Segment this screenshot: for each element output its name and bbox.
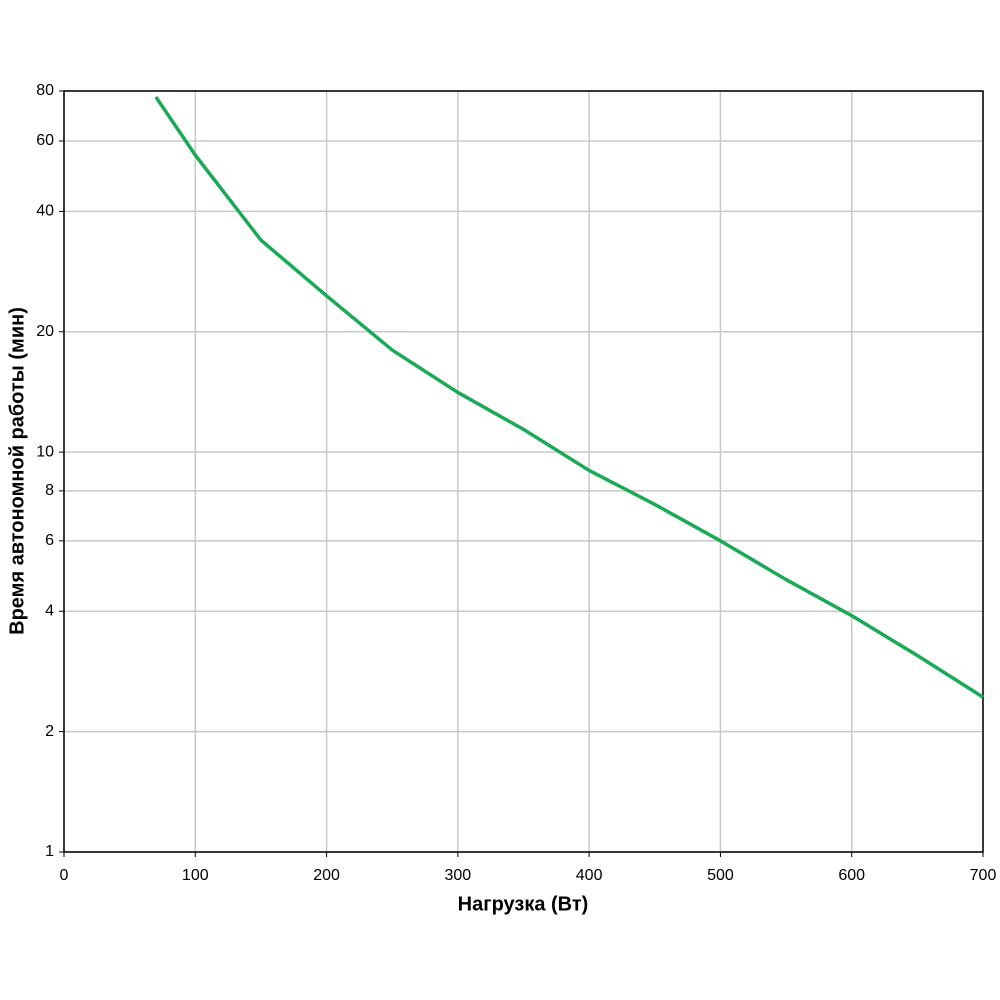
x-tick-label: 0 xyxy=(60,867,69,884)
x-tick-label: 100 xyxy=(182,867,209,884)
plot-frame xyxy=(63,90,984,853)
y-tick-label: 1 xyxy=(45,843,54,860)
y-tick-label: 2 xyxy=(45,723,54,740)
y-axis-title: Время автономной работы (мин) xyxy=(6,307,28,635)
plot-area xyxy=(64,91,983,852)
y-tick-label: 8 xyxy=(45,482,54,499)
y-tick-label: 10 xyxy=(36,443,54,460)
x-tick-label: 400 xyxy=(576,867,603,884)
y-tick-label: 40 xyxy=(36,203,54,220)
y-tick-label: 60 xyxy=(36,132,54,149)
y-tick-label: 20 xyxy=(36,323,54,340)
y-tick-label: 6 xyxy=(45,532,54,549)
data-line xyxy=(154,95,984,699)
x-tick-label: 700 xyxy=(970,867,997,884)
y-tick-label: 80 xyxy=(36,82,54,99)
x-tick-label: 300 xyxy=(445,867,472,884)
x-axis-title: Нагрузка (Вт) xyxy=(458,893,589,915)
x-tick-label: 600 xyxy=(838,867,865,884)
x-tick-label: 200 xyxy=(313,867,340,884)
y-tick-label: 4 xyxy=(45,602,54,619)
x-tick-label: 500 xyxy=(707,867,734,884)
